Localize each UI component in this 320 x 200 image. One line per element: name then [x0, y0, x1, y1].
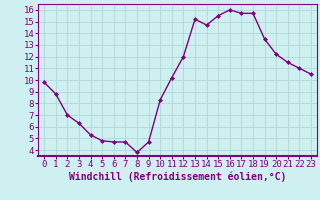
X-axis label: Windchill (Refroidissement éolien,°C): Windchill (Refroidissement éolien,°C) [69, 172, 286, 182]
